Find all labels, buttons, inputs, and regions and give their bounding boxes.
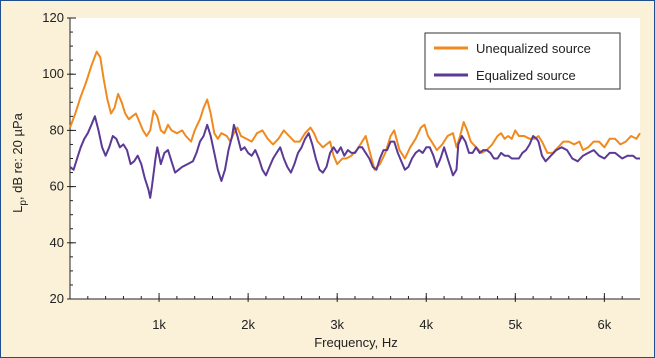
series-line-unequalized: [69, 50, 641, 171]
svg-text:Lp, dB re: 20 µPa: Lp, dB re: 20 µPa: [10, 112, 29, 213]
x-tick-label: 1k: [152, 317, 166, 332]
series-line-equalized: [69, 115, 640, 199]
x-axis-label: Frequency, Hz: [314, 335, 398, 350]
x-tick-label: 3k: [330, 317, 344, 332]
x-tick-label: 6k: [598, 317, 612, 332]
x-tick-label: 4k: [419, 317, 433, 332]
y-tick-label: 120: [42, 10, 64, 25]
legend-box: [424, 32, 621, 90]
y-tick-label: 60: [50, 179, 64, 194]
y-tick-label: 100: [42, 66, 64, 81]
y-tick-label: 40: [50, 235, 64, 250]
x-tick-label: 5k: [508, 317, 522, 332]
y-axis-label-sub: p: [18, 200, 29, 206]
y-axis-label-main: L: [10, 206, 25, 213]
y-axis-label-rest: , dB re: 20 µPa: [10, 112, 25, 200]
x-tick-label: 2k: [241, 317, 255, 332]
legend-label-unequalized: Unequalized source: [476, 41, 591, 56]
legend-label-equalized: Equalized source: [476, 68, 576, 83]
legend: Unequalized source Equalized source: [424, 32, 621, 90]
y-tick-label: 80: [50, 122, 64, 137]
y-tick-label: 20: [50, 291, 64, 306]
y-axis-label: Lp, dB re: 20 µPa: [10, 112, 29, 213]
